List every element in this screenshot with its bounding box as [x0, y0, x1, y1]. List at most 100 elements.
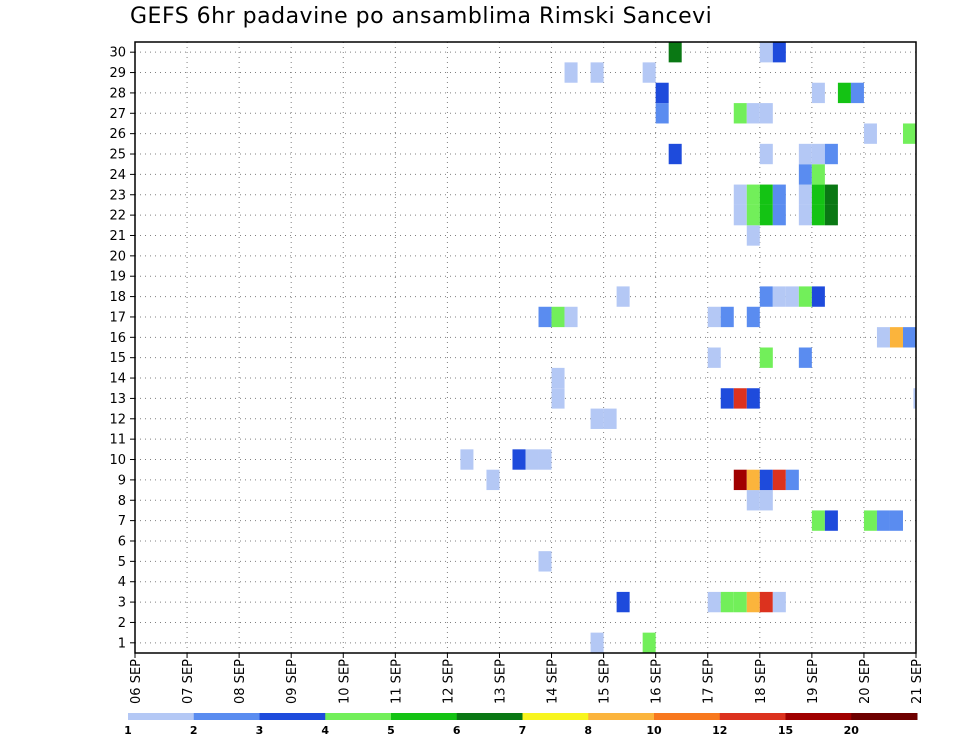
colorbar-swatch — [456, 713, 523, 720]
data-cell — [759, 42, 773, 63]
y-tick-label: 13 — [109, 392, 126, 407]
y-tick-label: 2 — [118, 616, 126, 631]
y-tick-label: 22 — [109, 209, 126, 224]
data-cell — [863, 123, 877, 144]
data-cell — [798, 347, 812, 368]
colorbar-label: 2 — [190, 724, 198, 737]
data-cell — [889, 327, 903, 348]
data-cell — [707, 306, 721, 328]
y-tick-label: 15 — [109, 351, 126, 366]
y-tick-label: 25 — [109, 148, 126, 163]
y-tick-label: 21 — [109, 229, 126, 244]
y-tick-label: 26 — [109, 127, 126, 142]
data-cell — [707, 591, 721, 613]
colorbar-label: 10 — [646, 724, 662, 737]
x-tick-label: 20 SEP — [858, 659, 873, 704]
data-cell — [525, 449, 539, 470]
data-cell — [759, 469, 773, 491]
data-cell — [811, 286, 825, 307]
x-tick-label: 19 SEP — [806, 659, 821, 704]
data-cell — [772, 469, 786, 491]
colorbar-label: 12 — [712, 724, 727, 737]
data-cell — [798, 286, 812, 307]
data-cell — [824, 143, 838, 165]
data-cell — [759, 591, 773, 613]
data-cell — [538, 306, 552, 328]
data-cell — [759, 184, 773, 205]
colorbar-swatch — [851, 713, 918, 720]
data-cell — [785, 469, 799, 491]
data-cell — [889, 510, 903, 531]
data-cell — [668, 42, 682, 63]
data-cell — [746, 225, 760, 246]
y-tick-label: 18 — [109, 290, 126, 305]
data-cell — [824, 184, 838, 205]
y-tick-label: 1 — [118, 636, 126, 651]
x-tick-label: 11 SEP — [389, 659, 404, 704]
colorbar-label: 1 — [124, 724, 132, 737]
data-cell — [798, 184, 812, 205]
data-cell — [811, 510, 825, 531]
data-cell — [564, 306, 578, 328]
data-cell — [759, 103, 773, 124]
x-tick-label: 16 SEP — [650, 659, 665, 704]
data-cell — [707, 347, 721, 368]
colorbar-label: 15 — [778, 724, 793, 737]
colorbar-swatch — [654, 713, 721, 720]
data-cell — [551, 306, 565, 328]
colorbar-label: 8 — [584, 724, 592, 737]
colorbar-swatch — [391, 713, 458, 720]
y-tick-label: 5 — [118, 555, 126, 570]
data-cell — [863, 510, 877, 531]
data-cell — [746, 184, 760, 205]
data-cell — [798, 204, 812, 226]
chart-title: GEFS 6hr padavine po ansamblima Rimski S… — [130, 4, 713, 29]
x-tick-label: 18 SEP — [754, 659, 769, 704]
colorbar-label: 20 — [844, 724, 860, 737]
data-cell — [590, 62, 604, 83]
data-cell — [759, 143, 773, 165]
data-cell — [876, 510, 890, 531]
data-cell — [590, 408, 604, 429]
colorbar-label: 3 — [256, 724, 264, 737]
x-tick-label: 15 SEP — [598, 659, 613, 704]
colorbar-swatch — [522, 713, 589, 720]
data-cell — [733, 204, 747, 226]
data-cell — [746, 103, 760, 124]
data-cell — [733, 469, 747, 491]
colorbar-label: 5 — [387, 724, 395, 737]
x-tick-label: 21 SEP — [910, 659, 925, 704]
colorbar-swatch — [259, 713, 326, 720]
y-tick-label: 8 — [118, 494, 126, 509]
y-tick-label: 19 — [109, 270, 126, 285]
data-cell — [913, 388, 916, 409]
data-cell — [746, 490, 760, 511]
y-tick-label: 30 — [109, 46, 126, 61]
data-cell — [772, 204, 786, 226]
data-cell — [733, 184, 747, 205]
y-tick-label: 3 — [118, 596, 126, 611]
y-tick-label: 4 — [118, 575, 126, 590]
x-tick-label: 07 SEP — [181, 659, 196, 704]
x-tick-label: 13 SEP — [493, 659, 508, 704]
data-cell — [733, 103, 747, 124]
data-cell — [837, 82, 851, 104]
colorbar-swatch — [719, 713, 786, 720]
data-cell — [798, 143, 812, 165]
data-cell — [811, 204, 825, 226]
data-cell — [551, 367, 565, 389]
data-cell — [616, 591, 630, 613]
y-tick-label: 11 — [109, 433, 126, 448]
data-cell — [551, 388, 565, 409]
data-cell — [902, 123, 916, 144]
data-cell — [876, 327, 890, 348]
data-cell — [811, 184, 825, 205]
data-cell — [850, 82, 864, 104]
data-cell — [759, 286, 773, 307]
data-cell — [616, 286, 630, 307]
data-cell — [798, 164, 812, 185]
data-cell — [746, 204, 760, 226]
data-cell — [772, 286, 786, 307]
y-tick-label: 24 — [109, 168, 126, 183]
